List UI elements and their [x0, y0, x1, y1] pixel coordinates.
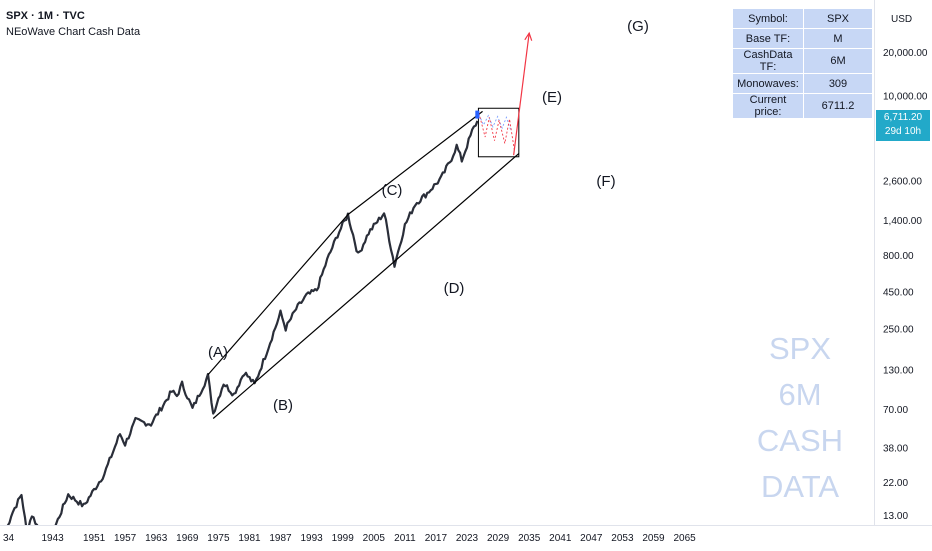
wave-label: (F): [596, 173, 615, 190]
wave-label: (A): [208, 344, 228, 361]
channel-line: [212, 153, 520, 419]
price-series-line: [6, 120, 479, 525]
current-price-label: 6,711.20: [883, 112, 923, 123]
info-key: Monowaves:: [733, 74, 803, 93]
time-axis-ticks: 34 1943 1951 1957 1963 1969 1975 1981 1987 1993 19…: [3, 533, 696, 544]
symbol-watermark: SPX 6M CASH DATA: [728, 326, 872, 504]
info-key: Base TF:: [733, 29, 803, 48]
wave-label: (D): [444, 280, 465, 297]
time-tick-label: 1981: [238, 533, 261, 544]
info-row: Symbol: SPX: [733, 9, 872, 28]
time-tick-label: 2065: [673, 533, 696, 544]
info-value: 6M: [804, 49, 872, 73]
current-bar-marker: [475, 110, 480, 119]
price-tick-label: 2,600.00: [883, 177, 922, 188]
price-chart[interactable]: (A) (B) (C) (D) (E) (F) (G): [0, 0, 874, 525]
projection-arrowhead: [524, 31, 533, 41]
price-tick-label: 22.00: [883, 478, 908, 489]
info-row: Current price: 6711.2: [733, 94, 872, 118]
time-tick-label: 2005: [363, 533, 386, 544]
channel-line: [207, 214, 349, 376]
countdown-label: 29d 10h: [884, 126, 922, 137]
info-value: SPX: [804, 9, 872, 28]
info-key: Current price:: [733, 94, 803, 118]
info-key: CashData TF:: [733, 49, 803, 73]
time-tick-label: 2029: [487, 533, 510, 544]
info-value: M: [804, 29, 872, 48]
time-tick-label: 1951: [83, 533, 106, 544]
watermark-timeframe: 6M: [778, 377, 822, 412]
wave-labels: (A) (B) (C) (D) (E) (F) (G): [208, 18, 649, 414]
info-value: 309: [804, 74, 872, 93]
projection-group: [475, 31, 533, 158]
price-tick-label: 10,000.00: [883, 92, 928, 103]
time-tick-label: 2047: [580, 533, 603, 544]
price-line-group: [6, 120, 479, 525]
indicator-name[interactable]: NEoWave Chart Cash Data: [6, 26, 141, 38]
time-tick-label: 2023: [456, 533, 479, 544]
time-tick-label: 1963: [145, 533, 168, 544]
chart-header: SPX · 1M · TVC NEoWave Chart Cash Data: [6, 8, 140, 40]
info-row: Monowaves: 309: [733, 74, 872, 93]
wave-label: (G): [627, 18, 649, 35]
time-tick-label: 2053: [611, 533, 634, 544]
channel-line: [347, 110, 483, 216]
time-tick-label: 1987: [269, 533, 292, 544]
price-tick-label: 13.00: [883, 511, 908, 522]
watermark-symbol: SPX: [768, 331, 832, 366]
projection-path: [478, 112, 516, 153]
time-tick-label: 34: [3, 533, 15, 544]
currency-label: USD: [891, 14, 912, 25]
projection-alt-path: [478, 114, 512, 132]
wave-label: (E): [542, 89, 562, 106]
time-tick-label: 1993: [300, 533, 323, 544]
time-tick-label: 2035: [518, 533, 541, 544]
price-tick-label: 130.00: [883, 366, 914, 377]
info-value: 6711.2: [804, 94, 872, 118]
price-tick-label: 450.00: [883, 287, 914, 298]
wave-channel-lines: [207, 110, 520, 419]
price-tick-label: 38.00: [883, 443, 908, 454]
symbol-title[interactable]: SPX · 1M · TVC: [6, 10, 85, 22]
time-tick-label: 1957: [114, 533, 137, 544]
info-row: Base TF: M: [733, 29, 872, 48]
price-tick-label: 1,400.00: [883, 216, 922, 227]
time-tick-label: 1975: [207, 533, 230, 544]
time-tick-label: 1999: [332, 533, 355, 544]
time-tick-label: 2041: [549, 533, 572, 544]
projection-box: [477, 107, 520, 158]
info-key: Symbol:: [733, 9, 803, 28]
wave-label: (B): [273, 397, 293, 414]
price-tick-label: 70.00: [883, 405, 908, 416]
price-tick-label: 20,000.00: [883, 48, 928, 59]
price-axis-ticks: USD 20,000.00 10,000.00 2,600.00 1,400.00 800…: [883, 14, 928, 522]
wave-label: (C): [382, 182, 403, 199]
price-axis[interactable]: USD 20,000.00 10,000.00 2,600.00 1,400.00 800…: [874, 0, 932, 525]
projection-arrow-line: [513, 32, 530, 156]
info-table: Symbol: SPX Base TF: M CashData TF: 6M Monowav…: [732, 8, 873, 119]
time-tick-label: 2059: [642, 533, 665, 544]
watermark-caption: CASH DATA: [756, 423, 844, 504]
info-row: CashData TF: 6M: [733, 49, 872, 73]
time-axis[interactable]: 34 1943 1951 1957 1963 1969 1975 1981 1987 1993 19…: [0, 525, 932, 551]
current-price-tag: 6,711.20 29d 10h: [876, 110, 930, 141]
price-tick-label: 250.00: [883, 325, 914, 336]
time-tick-label: 1943: [41, 533, 64, 544]
time-tick-label: 2017: [425, 533, 448, 544]
time-tick-label: 1969: [176, 533, 199, 544]
time-tick-label: 2011: [394, 533, 416, 544]
price-tick-label: 800.00: [883, 251, 914, 262]
